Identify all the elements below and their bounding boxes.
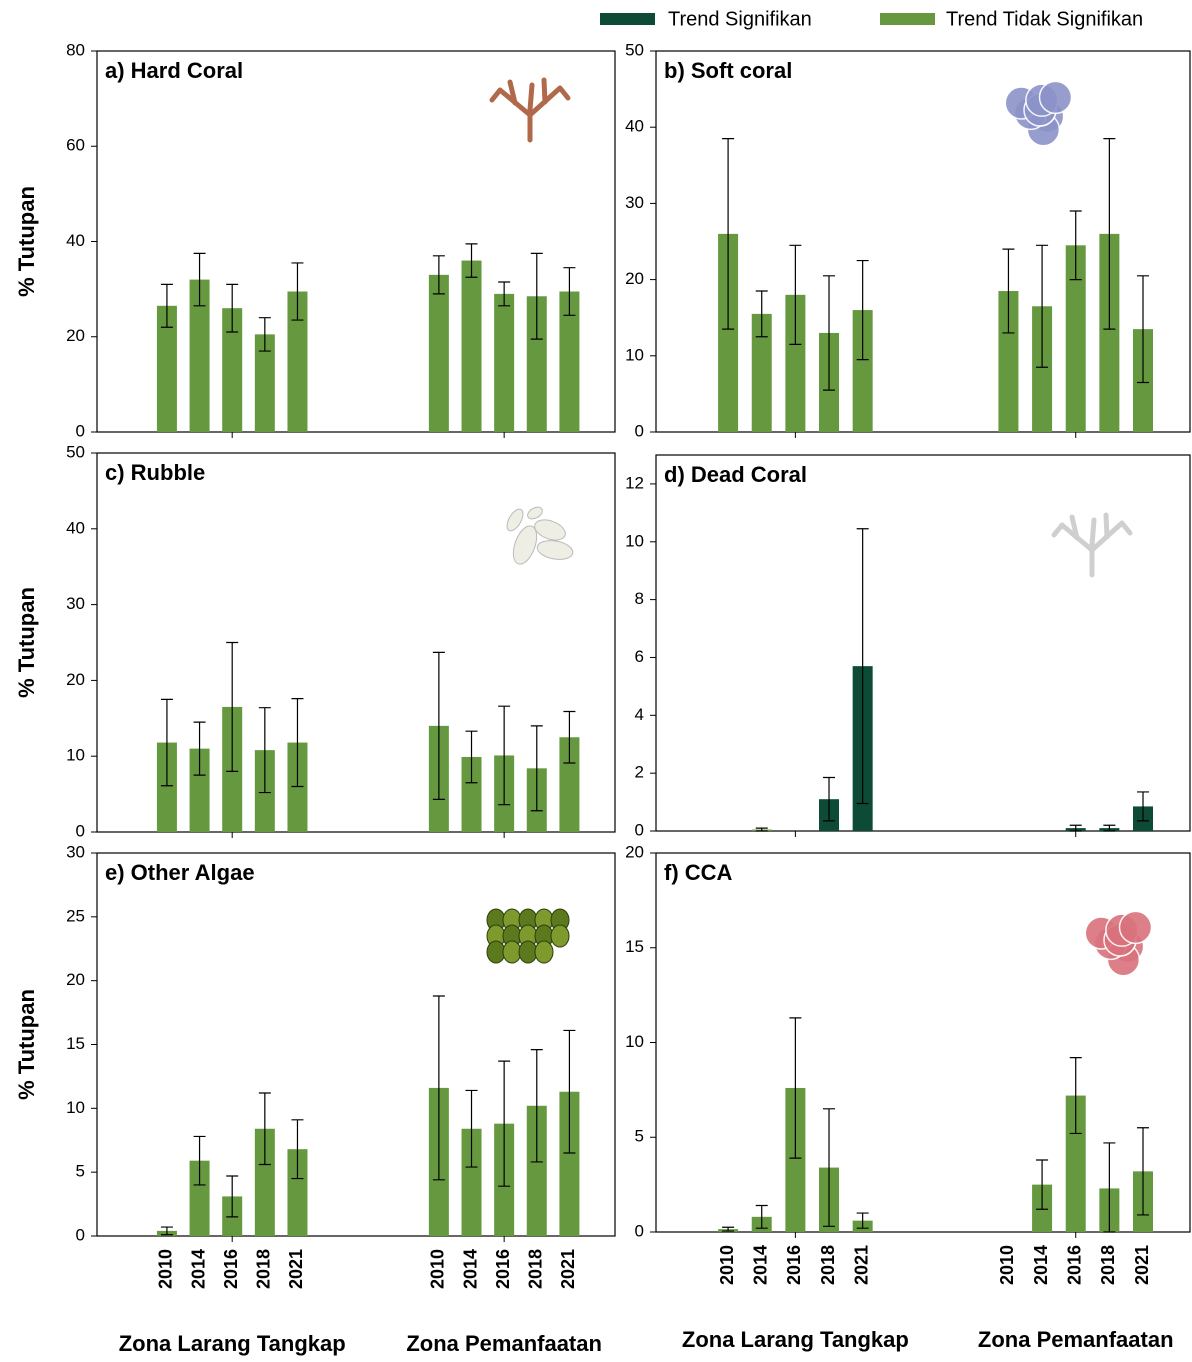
icon-shape bbox=[551, 925, 569, 947]
y-tick-label: 2 bbox=[635, 763, 644, 782]
y-tick-label: 0 bbox=[76, 1225, 85, 1244]
icon-shape bbox=[536, 538, 575, 562]
y-tick-label: 80 bbox=[66, 40, 85, 59]
icon bbox=[1005, 81, 1071, 145]
x-tick-label: 2018 bbox=[254, 1249, 274, 1289]
bar bbox=[462, 261, 482, 432]
x-tick-label: 2016 bbox=[784, 1245, 804, 1285]
icon-shape bbox=[526, 505, 545, 522]
x-tick-label: 2010 bbox=[156, 1249, 176, 1289]
icon bbox=[1054, 515, 1130, 575]
icon-shape bbox=[503, 941, 521, 963]
y-tick-label: 8 bbox=[635, 589, 644, 608]
x-tick-label: 2014 bbox=[750, 1245, 770, 1285]
panel-title: b) Soft coral bbox=[664, 58, 792, 83]
y-tick-label: 20 bbox=[625, 269, 644, 288]
y-axis-title: % Tutupan bbox=[14, 587, 39, 698]
y-tick-label: 40 bbox=[66, 231, 85, 250]
y-tick-label: 10 bbox=[66, 1098, 85, 1117]
group-label: Zona Pemanfaatan bbox=[978, 1327, 1174, 1352]
icon-shape bbox=[487, 941, 505, 963]
x-tick-label: 2014 bbox=[188, 1249, 208, 1289]
x-tick-label: 2021 bbox=[286, 1249, 306, 1289]
y-tick-label: 20 bbox=[66, 970, 85, 989]
panel-title: e) Other Algae bbox=[105, 860, 255, 885]
y-tick-label: 0 bbox=[635, 421, 644, 440]
y-tick-label: 5 bbox=[635, 1127, 644, 1146]
x-tick-label: 2016 bbox=[493, 1249, 513, 1289]
x-tick-label: 2016 bbox=[1064, 1245, 1084, 1285]
y-tick-label: 15 bbox=[66, 1034, 85, 1053]
x-tick-label: 2010 bbox=[428, 1249, 448, 1289]
y-tick-label: 40 bbox=[66, 518, 85, 537]
bar bbox=[429, 275, 449, 432]
y-tick-label: 12 bbox=[625, 473, 644, 492]
y-tick-label: 4 bbox=[635, 705, 644, 724]
group-label: Zona Larang Tangkap bbox=[119, 1331, 346, 1356]
icon-shape bbox=[492, 80, 568, 140]
x-tick-label: 2014 bbox=[1031, 1245, 1051, 1285]
y-tick-label: 10 bbox=[625, 1032, 644, 1051]
y-tick-label: 6 bbox=[635, 647, 644, 666]
group-label: Zona Larang Tangkap bbox=[682, 1327, 909, 1352]
y-tick-label: 50 bbox=[625, 40, 644, 59]
y-tick-label: 20 bbox=[66, 326, 85, 345]
y-tick-label: 10 bbox=[625, 345, 644, 364]
y-tick-label: 30 bbox=[625, 193, 644, 212]
legend-label: Trend Tidak Signifikan bbox=[946, 8, 1143, 30]
legend-label: Trend Signifikan bbox=[668, 8, 812, 30]
icon-shape bbox=[519, 941, 537, 963]
y-tick-label: 20 bbox=[625, 842, 644, 861]
icon-shape bbox=[532, 516, 568, 544]
panel-title: d) Dead Coral bbox=[664, 462, 807, 487]
icon bbox=[504, 505, 574, 568]
plot-frame bbox=[656, 455, 1190, 831]
y-axis-title: % Tutupan bbox=[14, 989, 39, 1100]
bar bbox=[494, 294, 514, 432]
x-tick-label: 2014 bbox=[460, 1249, 480, 1289]
y-tick-label: 40 bbox=[625, 117, 644, 136]
panel-title: c) Rubble bbox=[105, 460, 205, 485]
y-tick-label: 60 bbox=[66, 136, 85, 155]
figure: Trend Signifikan Trend Tidak Signifikan a)… bbox=[0, 0, 1192, 1362]
panel-title: a) Hard Coral bbox=[105, 58, 243, 83]
icon-shape bbox=[1040, 81, 1072, 113]
x-tick-label: 2016 bbox=[221, 1249, 241, 1289]
y-tick-label: 50 bbox=[66, 442, 85, 461]
y-tick-label: 0 bbox=[635, 1221, 644, 1240]
y-tick-label: 0 bbox=[635, 820, 644, 839]
x-tick-label: 2018 bbox=[818, 1245, 838, 1285]
icon-shape bbox=[1054, 515, 1130, 575]
x-tick-label: 2018 bbox=[1098, 1245, 1118, 1285]
y-axis-title: % Tutupan bbox=[14, 186, 39, 297]
x-tick-label: 2021 bbox=[851, 1245, 871, 1285]
x-tick-label: 2021 bbox=[1132, 1245, 1152, 1285]
legend-swatch bbox=[880, 13, 935, 25]
icon bbox=[487, 909, 569, 963]
y-tick-label: 30 bbox=[66, 842, 85, 861]
icon bbox=[1085, 911, 1151, 975]
y-tick-label: 20 bbox=[66, 670, 85, 689]
legend-swatch bbox=[600, 13, 655, 25]
x-tick-label: 2021 bbox=[558, 1249, 578, 1289]
y-tick-label: 10 bbox=[625, 531, 644, 550]
icon bbox=[492, 80, 568, 140]
x-tick-label: 2010 bbox=[717, 1245, 737, 1285]
icon-shape bbox=[535, 941, 553, 963]
panel-title: f) CCA bbox=[664, 860, 733, 885]
group-label: Zona Pemanfaatan bbox=[406, 1331, 602, 1356]
y-tick-label: 0 bbox=[76, 421, 85, 440]
y-tick-label: 15 bbox=[625, 937, 644, 956]
y-tick-label: 5 bbox=[76, 1162, 85, 1181]
x-tick-label: 2018 bbox=[526, 1249, 546, 1289]
y-tick-label: 30 bbox=[66, 594, 85, 613]
y-tick-label: 25 bbox=[66, 906, 85, 925]
x-tick-label: 2010 bbox=[997, 1245, 1017, 1285]
y-tick-label: 0 bbox=[76, 821, 85, 840]
y-tick-label: 10 bbox=[66, 746, 85, 765]
icon-shape bbox=[1120, 911, 1152, 943]
